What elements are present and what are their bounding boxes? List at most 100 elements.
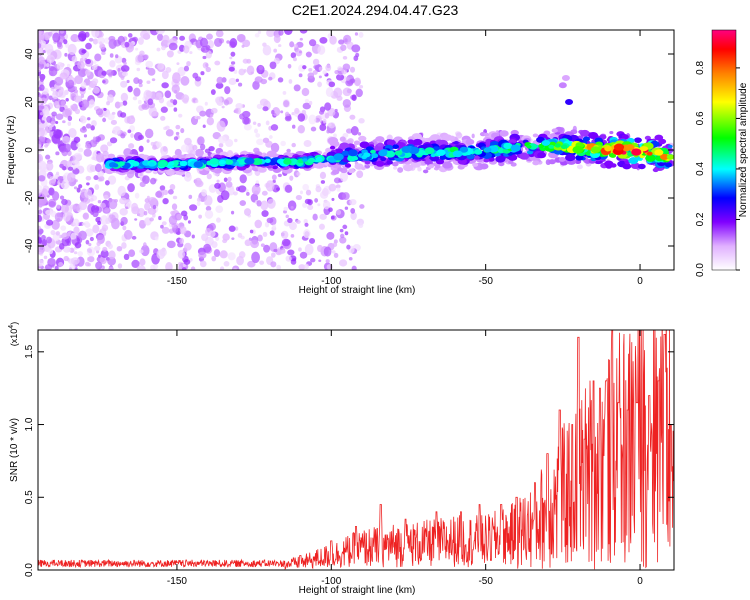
noise-speckle (76, 237, 81, 243)
noise-speckle (84, 69, 91, 76)
isolated-feature (565, 99, 574, 105)
noise-speckle (345, 79, 354, 87)
noise-speckle (170, 210, 176, 216)
noise-speckle (136, 67, 141, 72)
noise-speckle (297, 113, 306, 122)
ridge-blob (392, 161, 399, 167)
noise-speckle (46, 156, 50, 160)
noise-speckle (147, 67, 156, 76)
ridge-blob (560, 144, 568, 149)
noise-speckle (224, 86, 231, 95)
noise-speckle (83, 148, 92, 157)
noise-speckle (77, 30, 87, 42)
noise-speckle (107, 243, 113, 250)
noise-speckle (304, 263, 310, 270)
noise-speckle (225, 181, 233, 188)
noise-speckle (38, 230, 43, 236)
noise-speckle (265, 180, 275, 192)
noise-speckle (149, 217, 154, 222)
noise-speckle (417, 166, 422, 172)
noise-speckle (46, 139, 52, 144)
noise-speckle (201, 233, 209, 242)
ridge-blob (548, 159, 556, 165)
noise-speckle (188, 194, 193, 199)
noise-speckle (199, 143, 206, 151)
noise-speckle (345, 128, 353, 134)
noise-speckle (202, 124, 206, 128)
ridge-blob (654, 149, 664, 156)
ridge-blob (347, 149, 358, 157)
noise-speckle (92, 136, 97, 141)
noise-speckle (80, 93, 85, 98)
ridge-blob (479, 163, 489, 170)
noise-speckle (273, 48, 278, 53)
noise-speckle (358, 31, 364, 38)
ridge-blob (639, 146, 648, 152)
noise-speckle (85, 143, 91, 149)
noise-speckle (175, 131, 180, 136)
noise-speckle (255, 133, 261, 138)
noise-speckle (273, 248, 278, 253)
noise-speckle (298, 73, 303, 78)
ridge-blob (218, 159, 226, 165)
noise-speckle (290, 205, 294, 209)
noise-speckle (83, 221, 90, 227)
noise-speckle (344, 231, 349, 236)
noise-speckle (177, 66, 186, 77)
ridge-blob (412, 138, 423, 146)
noise-speckle (227, 176, 232, 182)
ridge-blob (508, 160, 514, 165)
noise-speckle (90, 120, 97, 127)
ridge-blob (313, 163, 320, 169)
noise-speckle (46, 115, 52, 123)
noise-speckle (38, 225, 41, 231)
noise-speckle (143, 242, 147, 247)
noise-speckle (335, 184, 341, 189)
noise-speckle (154, 236, 159, 241)
noise-speckle (91, 64, 98, 71)
noise-speckle (115, 54, 119, 59)
noise-speckle (97, 36, 105, 45)
noise-speckle (293, 84, 301, 92)
ridge-blob (565, 153, 576, 162)
noise-speckle (93, 175, 99, 181)
noise-speckle (257, 30, 262, 35)
noise-speckle (348, 256, 353, 261)
noise-speckle (291, 142, 296, 148)
ridge-blob (483, 158, 490, 163)
ridge-blob (333, 153, 344, 161)
noise-speckle (205, 45, 211, 51)
noise-speckle (139, 258, 146, 266)
ridge-blob (359, 141, 370, 149)
noise-speckle (117, 185, 126, 197)
noise-speckle (287, 64, 292, 69)
noise-speckle (254, 33, 260, 38)
noise-speckle (277, 77, 284, 83)
noise-speckle (354, 79, 361, 86)
noise-speckle (289, 41, 295, 48)
ridge-blob (510, 144, 521, 152)
noise-speckle (354, 32, 359, 36)
ridge-blob (408, 146, 420, 155)
noise-speckle (162, 189, 169, 196)
noise-speckle (335, 73, 345, 81)
noise-speckle (72, 218, 80, 227)
noise-speckle (74, 241, 82, 249)
noise-speckle (226, 40, 230, 44)
noise-speckle (283, 100, 290, 108)
noise-speckle (196, 116, 201, 120)
noise-speckle (335, 209, 342, 216)
noise-speckle (84, 261, 90, 267)
noise-speckle (262, 44, 272, 56)
noise-speckle (44, 264, 53, 270)
noise-speckle (72, 168, 80, 175)
noise-speckle (228, 225, 236, 232)
noise-speckle (43, 255, 48, 260)
noise-speckle (85, 239, 90, 245)
noise-speckle (282, 90, 287, 95)
noise-speckle (216, 76, 224, 85)
noise-speckle (239, 174, 247, 184)
ridge-blob (613, 143, 625, 151)
noise-speckle (195, 99, 199, 104)
ridge-blob (360, 166, 366, 171)
